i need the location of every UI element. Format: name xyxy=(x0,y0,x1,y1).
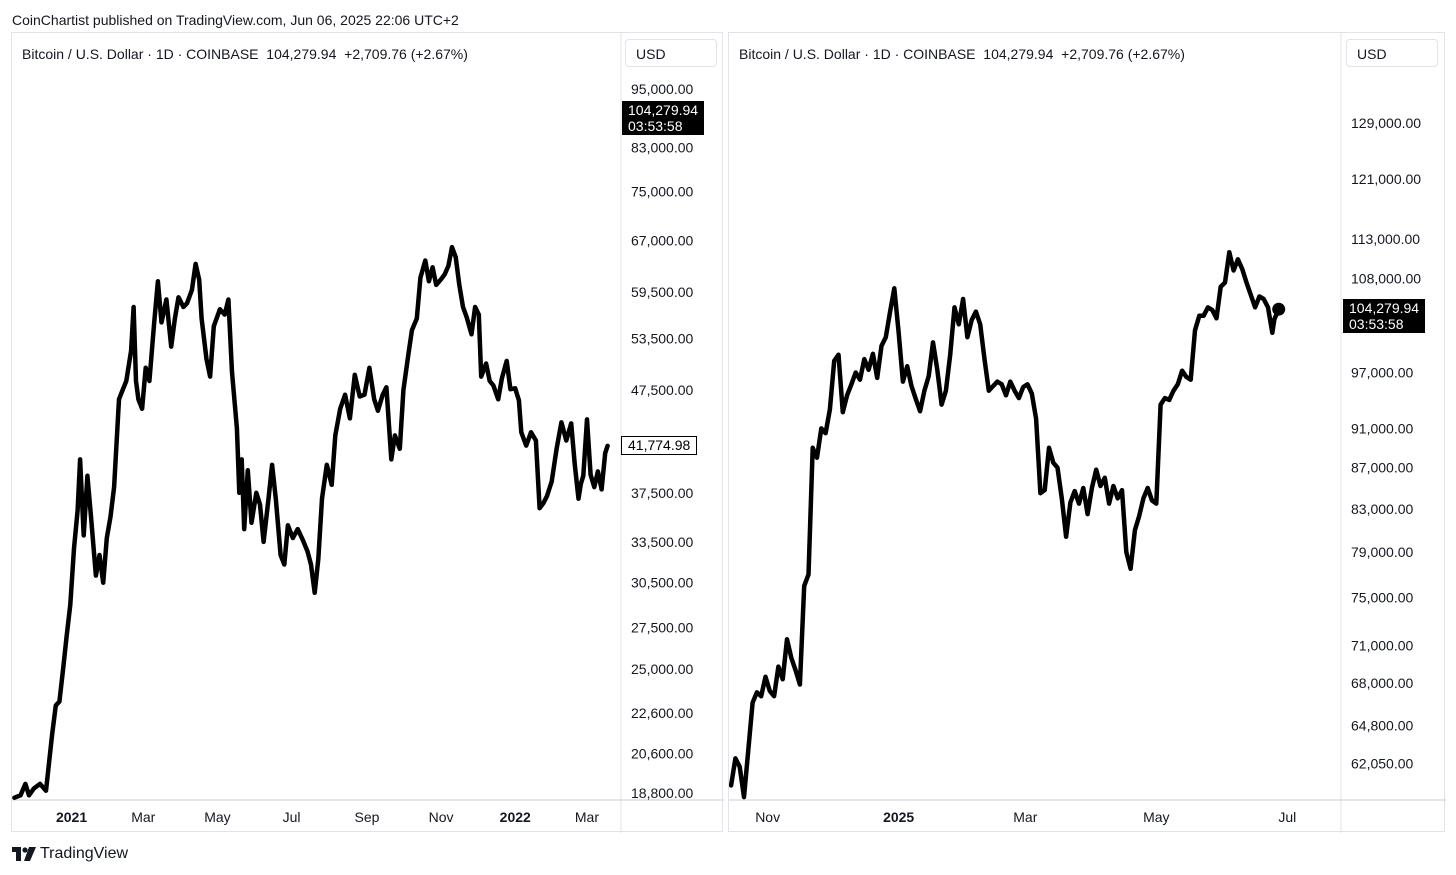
price-tag-countdown: 03:53:58 xyxy=(1349,316,1404,333)
y-tick-label: 20,600.00 xyxy=(631,745,693,761)
x-tick-label: Jul xyxy=(1278,809,1296,825)
chart-canvas-left[interactable]: 95,000.00 83,000.00 75,000.00 67,000.00 59,5… xyxy=(12,33,724,833)
symbol-legend-left: Bitcoin / U.S. Dollar · 1D · COINBASE 10… xyxy=(22,46,468,62)
x-tick-label: 2022 xyxy=(500,809,531,825)
chart-canvas-right[interactable]: 129,000.00 121,000.00 113,000.00 108,000.00… xyxy=(729,33,1446,833)
y-tick-label: 68,000.00 xyxy=(1351,675,1413,691)
price-tag-countdown: 03:53:58 xyxy=(628,118,683,134)
x-tick-label: Mar xyxy=(575,809,599,825)
legend-last-price: 104,279.94 xyxy=(983,46,1054,62)
y-tick-label: 67,000.00 xyxy=(631,233,693,249)
legend-last-price: 104,279.94 xyxy=(266,46,337,62)
price-series-line[interactable] xyxy=(729,249,1281,800)
tradingview-logo-icon xyxy=(12,847,36,861)
chart-panel-left[interactable]: 95,000.00 83,000.00 75,000.00 67,000.00 59,5… xyxy=(11,32,724,833)
x-tick-label: 2021 xyxy=(56,809,87,825)
x-tick-label: Nov xyxy=(755,809,780,825)
x-tick-label: Sep xyxy=(354,809,379,825)
legend-symbol: Bitcoin / U.S. Dollar · 1D · COINBASE xyxy=(739,46,976,62)
price-tag-value: 104,279.94 xyxy=(628,102,699,118)
x-tick-label: Mar xyxy=(1013,809,1037,825)
price-marker-label-left: 41,774.98 xyxy=(621,435,698,455)
legend-change: +2,709.76 (+2.67%) xyxy=(344,46,468,62)
y-tick-label: 30,500.00 xyxy=(631,575,693,591)
x-tick-label: Mar xyxy=(131,809,155,825)
y-tick-label: 75,000.00 xyxy=(1351,589,1413,605)
currency-button-right[interactable]: USD xyxy=(1346,39,1438,67)
y-tick-label: 33,500.00 xyxy=(631,534,693,550)
currency-button-left[interactable]: USD xyxy=(625,39,717,67)
x-tick-label: 2025 xyxy=(883,809,914,825)
last-price-tag-right: 104,279.94 03:53:58 xyxy=(1343,299,1426,334)
chart-panel-right[interactable]: 129,000.00 121,000.00 113,000.00 108,000.00… xyxy=(728,32,1446,833)
brand-label: TradingView xyxy=(40,845,129,862)
price-tag-value: 104,279.94 xyxy=(1349,300,1420,317)
y-tick-label: 47,500.00 xyxy=(631,382,693,398)
y-tick-label: 53,500.00 xyxy=(631,330,693,346)
y-tick-label: 83,000.00 xyxy=(1351,501,1413,517)
last-price-dot xyxy=(1272,302,1286,316)
x-tick-label: Nov xyxy=(429,809,454,825)
y-tick-label: 121,000.00 xyxy=(1351,171,1421,187)
y-tick-label: 108,000.00 xyxy=(1351,271,1421,287)
y-tick-label: 91,000.00 xyxy=(1351,420,1413,436)
y-tick-label: 37,500.00 xyxy=(631,485,693,501)
y-tick-label: 71,000.00 xyxy=(1351,637,1413,653)
x-tick-label: May xyxy=(204,809,230,825)
tradingview-brand[interactable]: TradingView xyxy=(12,845,128,863)
price-series-line[interactable] xyxy=(12,244,610,800)
y-tick-label: 59,500.00 xyxy=(631,284,693,300)
y-tick-label: 113,000.00 xyxy=(1351,231,1420,247)
y-tick-label: 83,000.00 xyxy=(631,139,693,155)
y-tick-label: 129,000.00 xyxy=(1351,115,1421,131)
y-tick-label: 75,000.00 xyxy=(631,184,693,200)
y-tick-label: 87,000.00 xyxy=(1351,460,1413,476)
legend-change: +2,709.76 (+2.67%) xyxy=(1061,46,1185,62)
y-tick-label: 95,000.00 xyxy=(631,81,693,97)
y-tick-label: 62,050.00 xyxy=(1351,755,1413,771)
y-tick-label: 97,000.00 xyxy=(1351,365,1413,381)
y-tick-label: 25,000.00 xyxy=(631,661,693,677)
published-by-label: CoinChartist published on TradingView.co… xyxy=(12,12,459,28)
y-tick-label: 79,000.00 xyxy=(1351,544,1413,560)
legend-symbol: Bitcoin / U.S. Dollar · 1D · COINBASE xyxy=(22,46,259,62)
y-tick-label: 64,800.00 xyxy=(1351,717,1413,733)
y-tick-label: 18,800.00 xyxy=(631,785,693,801)
x-tick-label: May xyxy=(1143,809,1169,825)
last-price-tag-left: 104,279.94 03:53:58 xyxy=(622,101,705,135)
symbol-legend-right: Bitcoin / U.S. Dollar · 1D · COINBASE 10… xyxy=(739,46,1185,62)
x-tick-label: Jul xyxy=(283,809,301,825)
y-tick-label: 22,600.00 xyxy=(631,705,693,721)
y-tick-label: 27,500.00 xyxy=(631,620,693,636)
